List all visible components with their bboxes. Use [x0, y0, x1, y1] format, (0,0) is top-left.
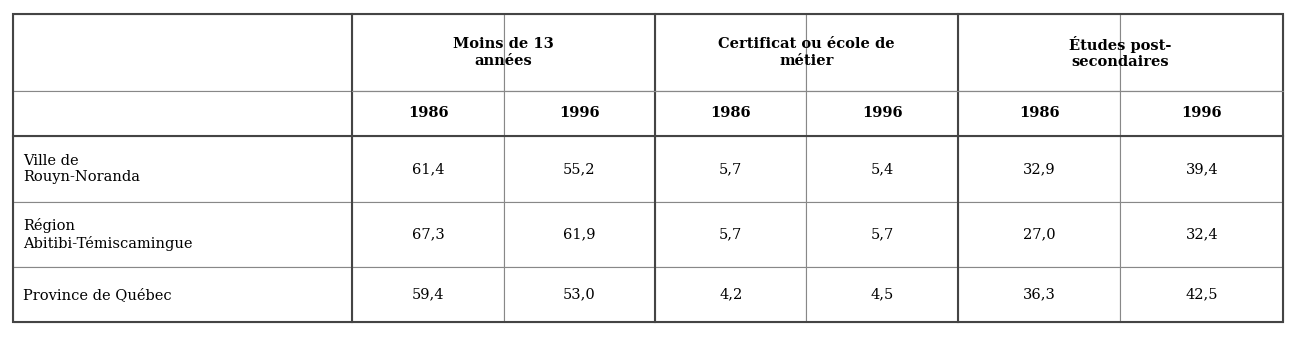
- Bar: [1120, 136, 1283, 202]
- Bar: [654, 202, 806, 267]
- Bar: [806, 202, 958, 267]
- Bar: [504, 14, 654, 91]
- Bar: [1120, 91, 1283, 136]
- Bar: [353, 14, 504, 91]
- Text: 1986: 1986: [710, 106, 752, 120]
- Bar: [13, 14, 353, 91]
- Text: Études post-
secondaires: Études post- secondaires: [1069, 36, 1172, 69]
- Bar: [504, 91, 654, 136]
- Bar: [1120, 267, 1283, 322]
- Text: 61,4: 61,4: [412, 162, 445, 176]
- Text: 5,7: 5,7: [719, 162, 743, 176]
- Bar: [353, 267, 504, 322]
- Text: 5,7: 5,7: [871, 228, 894, 241]
- Text: Ville de
Rouyn-Noranda: Ville de Rouyn-Noranda: [23, 154, 140, 184]
- Text: 59,4: 59,4: [412, 288, 445, 302]
- Text: Province de Québec: Province de Québec: [23, 288, 172, 302]
- Bar: [806, 136, 958, 202]
- Text: 61,9: 61,9: [564, 228, 596, 241]
- Bar: [654, 136, 806, 202]
- Bar: [13, 136, 353, 202]
- Text: 1996: 1996: [559, 106, 600, 120]
- Bar: [654, 14, 806, 91]
- Text: 39,4: 39,4: [1186, 162, 1218, 176]
- Bar: [504, 267, 654, 322]
- Bar: [353, 202, 504, 267]
- Bar: [13, 267, 353, 322]
- Bar: [958, 267, 1120, 322]
- Text: 1986: 1986: [1019, 106, 1059, 120]
- Bar: [1120, 14, 1283, 91]
- Text: 55,2: 55,2: [564, 162, 596, 176]
- Text: 4,2: 4,2: [719, 288, 743, 302]
- Bar: [958, 136, 1120, 202]
- Text: Certificat ou école de
métier: Certificat ou école de métier: [718, 37, 894, 68]
- Bar: [1120, 202, 1283, 267]
- Bar: [958, 91, 1120, 136]
- Text: 1996: 1996: [862, 106, 902, 120]
- Text: 4,5: 4,5: [871, 288, 894, 302]
- Text: 53,0: 53,0: [562, 288, 596, 302]
- Bar: [504, 202, 654, 267]
- Text: 42,5: 42,5: [1186, 288, 1218, 302]
- Text: 1996: 1996: [1182, 106, 1222, 120]
- Text: 5,7: 5,7: [719, 228, 743, 241]
- Bar: [654, 91, 806, 136]
- Bar: [958, 14, 1120, 91]
- Bar: [654, 267, 806, 322]
- Text: 32,9: 32,9: [1023, 162, 1055, 176]
- Text: 36,3: 36,3: [1023, 288, 1055, 302]
- Bar: [13, 91, 353, 136]
- Text: Moins de 13
années: Moins de 13 années: [454, 37, 555, 68]
- Text: 27,0: 27,0: [1023, 228, 1055, 241]
- Bar: [806, 91, 958, 136]
- Bar: [958, 202, 1120, 267]
- Bar: [13, 202, 353, 267]
- Bar: [13, 14, 1283, 322]
- Bar: [353, 136, 504, 202]
- Bar: [806, 14, 958, 91]
- Bar: [504, 136, 654, 202]
- Bar: [353, 91, 504, 136]
- Text: 67,3: 67,3: [412, 228, 445, 241]
- Text: 32,4: 32,4: [1186, 228, 1218, 241]
- Text: 1986: 1986: [408, 106, 448, 120]
- Text: Région
Abitibi-Témiscamingue: Région Abitibi-Témiscamingue: [23, 218, 193, 251]
- Text: 5,4: 5,4: [871, 162, 894, 176]
- Bar: [806, 267, 958, 322]
